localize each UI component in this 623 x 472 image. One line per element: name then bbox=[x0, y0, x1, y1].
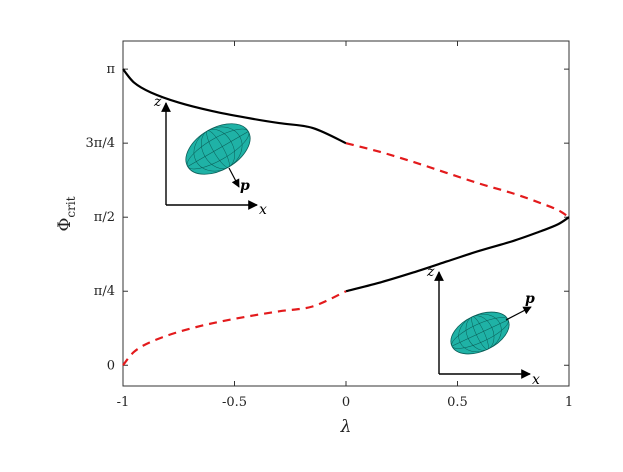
inset2-z-label: z bbox=[426, 264, 435, 280]
y-tick-label: π/4 bbox=[94, 284, 115, 299]
inset1-z-label: z bbox=[153, 94, 162, 110]
x-axis-label: λ bbox=[340, 417, 352, 437]
inset1-ellipsoid bbox=[185, 123, 251, 175]
y-ticks-group: 0 π/4 π/2 3π/4 π bbox=[86, 62, 569, 373]
x-tick-label: 1 bbox=[565, 395, 573, 410]
y-axis-label-main: Φ bbox=[55, 218, 75, 232]
series-solid-line-2 bbox=[345, 216, 570, 293]
y-tick-label: 3π/4 bbox=[86, 136, 115, 151]
series-solid-line-0 bbox=[122, 68, 347, 145]
y-tick-label: 0 bbox=[107, 358, 115, 373]
inset2-ellipsoid bbox=[450, 311, 510, 355]
series-dashed-line-1 bbox=[345, 142, 570, 219]
inset2-x-label: x bbox=[532, 372, 540, 388]
x-tick-label: -0.5 bbox=[222, 395, 247, 410]
x-ticks-group: -1 -0.5 0 0.5 1 bbox=[117, 41, 573, 410]
y-tick-label: π/2 bbox=[94, 210, 115, 225]
inset2-vector-label: p bbox=[525, 291, 535, 307]
y-axis-label: Φcrit bbox=[55, 196, 78, 231]
inset1-vector-p bbox=[228, 167, 240, 188]
inset-ellipsoid-upper: z x p bbox=[153, 94, 267, 218]
inset1-vector-label: p bbox=[240, 178, 250, 194]
inset2-vector-p bbox=[505, 306, 532, 321]
y-tick-label: π bbox=[106, 62, 115, 77]
x-tick-label: 0.5 bbox=[447, 395, 468, 410]
inset-ellipsoid-lower: z x p bbox=[426, 264, 540, 388]
series-dashed-line-3 bbox=[122, 290, 347, 367]
x-tick-label: -1 bbox=[117, 395, 130, 410]
series-layer bbox=[122, 68, 570, 367]
x-tick-label: 0 bbox=[342, 395, 350, 410]
inset1-x-label: x bbox=[259, 202, 267, 218]
y-axis-label-sub: crit bbox=[64, 196, 78, 217]
